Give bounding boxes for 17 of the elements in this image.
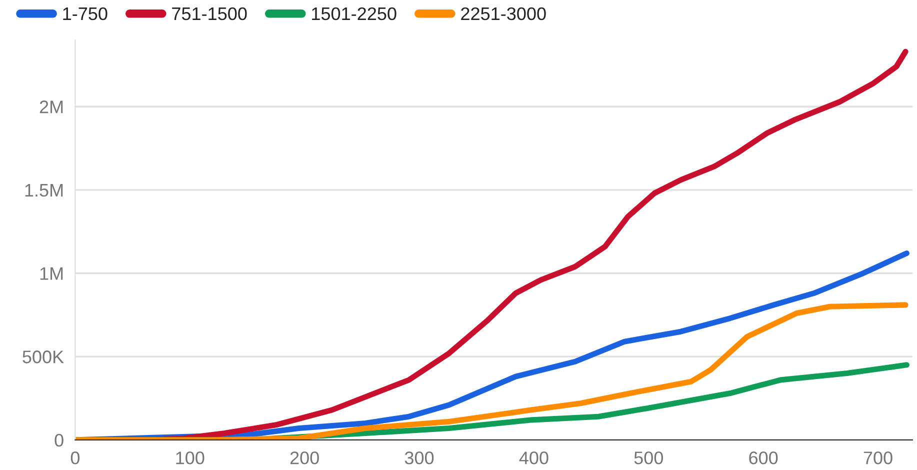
x-tick-label: 600: [749, 452, 778, 464]
x-tick-label: 300: [404, 452, 434, 464]
x-tick-label: 0: [70, 452, 80, 464]
y-tick-label: 0: [54, 434, 64, 447]
x-tick-label: 200: [290, 452, 319, 464]
y-tick-label: 2M: [40, 100, 63, 114]
x-tick-label: 500: [634, 452, 663, 464]
legend-label: 2251-3000: [461, 7, 546, 20]
x-tick-label: 700: [864, 452, 892, 464]
legend-label: 1501-2250: [312, 7, 396, 20]
y-tick-label: 500K: [22, 350, 64, 364]
x-tick-label: 100: [176, 452, 204, 464]
x-tick-label: 400: [519, 452, 548, 464]
y-tick-label: 1M: [40, 267, 63, 280]
legend-label: 1-750: [63, 7, 108, 20]
y-tick-label: 1.5M: [25, 184, 63, 197]
legend-label: 751-1500: [172, 7, 247, 20]
